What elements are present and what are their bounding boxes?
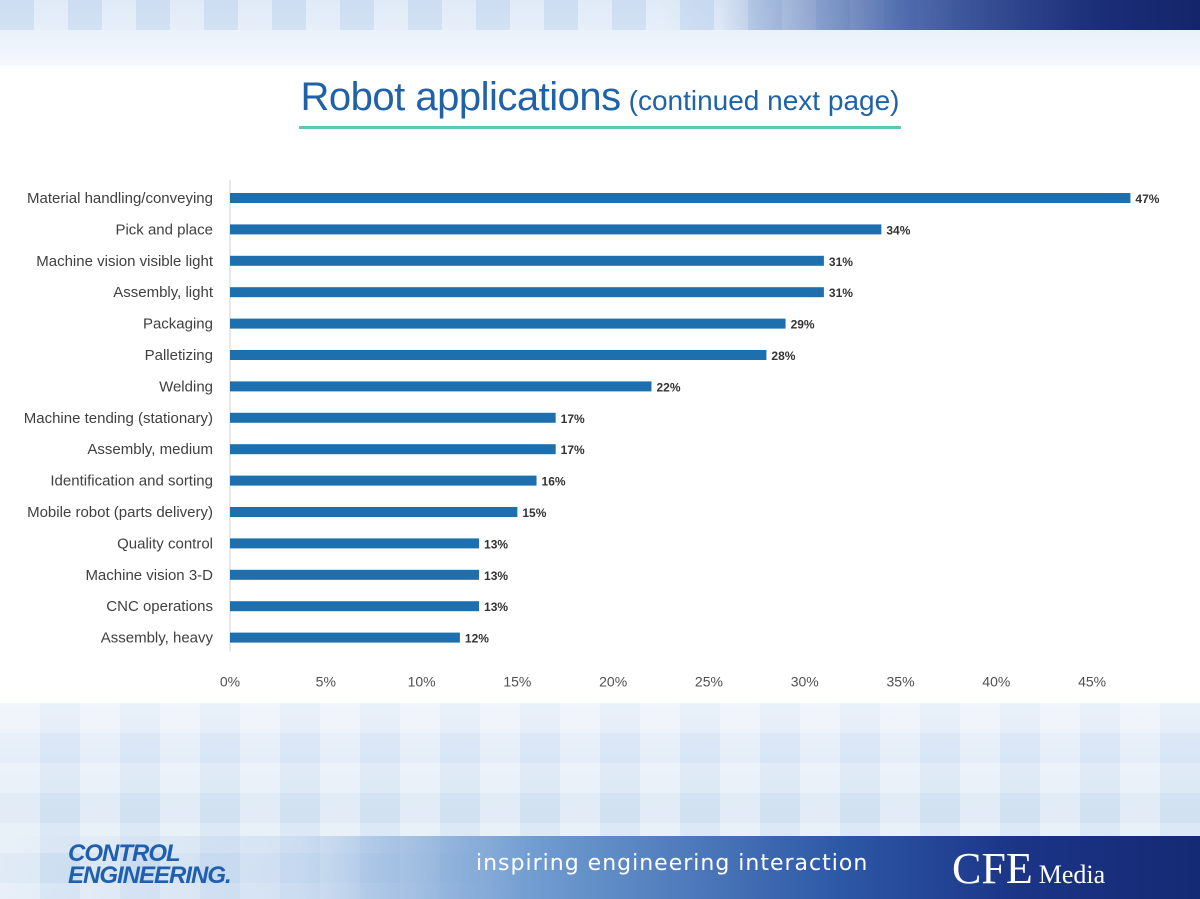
bar [230, 538, 480, 549]
bar [230, 318, 786, 329]
category-label: Welding [159, 378, 213, 395]
data-label: 13% [484, 600, 508, 614]
category-label: Machine vision 3-D [85, 567, 213, 584]
category-label: Material handling/conveying [27, 190, 213, 207]
x-tick-label: 0% [220, 674, 240, 690]
control-engineering-logo: Control Engineering. [68, 840, 232, 889]
data-label: 31% [829, 286, 853, 300]
top-banner [0, 0, 1200, 66]
footer-banner: Control Engineering. inspiring engineeri… [0, 703, 1200, 899]
data-label: 13% [484, 569, 508, 583]
bar [230, 350, 767, 360]
bar [230, 193, 1131, 203]
bar-chart: Material handling/conveying 47% Pick and p… [24, 180, 1160, 690]
cfe-brand-sub: Media [1038, 860, 1106, 889]
tagline: inspiring engineering interaction [476, 851, 869, 876]
category-label: Assembly, heavy [101, 630, 214, 647]
cfe-media-logo: CFE Media [952, 843, 1105, 894]
data-label: 29% [791, 318, 815, 332]
data-label: 16% [542, 475, 566, 489]
data-label: 15% [522, 506, 546, 520]
x-tick-label: 5% [316, 674, 336, 690]
bar [230, 381, 652, 392]
category-label: Packaging [143, 316, 213, 333]
x-tick-label: 15% [503, 674, 531, 690]
bar [230, 475, 537, 486]
data-label: 17% [561, 412, 585, 426]
logo-line2: Engineering. [68, 862, 232, 889]
x-tick-label: 35% [887, 674, 915, 690]
data-label: 34% [886, 223, 910, 237]
data-label: 31% [829, 255, 853, 269]
page-title: Robot applications (continued next page) [0, 75, 1200, 129]
category-label: Identification and sorting [50, 473, 213, 490]
category-label: Palletizing [145, 347, 213, 364]
bar [230, 569, 480, 580]
category-label: Assembly, light [113, 284, 214, 301]
category-label: Assembly, medium [87, 441, 213, 458]
title-main: Robot applications [300, 75, 622, 119]
data-label: 17% [561, 443, 585, 457]
bar [230, 255, 824, 266]
bar [230, 287, 824, 298]
bar [230, 412, 556, 423]
x-tick-label: 10% [408, 674, 436, 690]
category-label: Mobile robot (parts delivery) [27, 504, 213, 521]
data-label: 12% [465, 632, 489, 646]
bar [230, 224, 882, 235]
cfe-brand-main: CFE [952, 844, 1033, 893]
category-label: Machine vision visible light [36, 253, 214, 270]
bar [230, 444, 556, 455]
data-label: 22% [656, 380, 680, 394]
category-label: Machine tending (stationary) [24, 410, 213, 427]
x-tick-label: 30% [791, 674, 819, 690]
bar [230, 632, 460, 643]
bar [230, 601, 480, 612]
x-tick-label: 20% [599, 674, 627, 690]
data-label: 47% [1135, 192, 1159, 206]
category-label: Quality control [117, 535, 213, 552]
data-label: 13% [484, 537, 508, 551]
category-label: Pick and place [115, 221, 213, 238]
logo-line1: Control [68, 840, 181, 867]
title-sub: (continued next page) [628, 85, 900, 116]
x-tick-label: 40% [982, 674, 1010, 690]
category-label: CNC operations [106, 598, 213, 615]
data-label: 28% [771, 349, 795, 363]
bar [230, 507, 518, 517]
x-tick-label: 25% [695, 674, 723, 690]
x-tick-label: 45% [1078, 674, 1106, 690]
